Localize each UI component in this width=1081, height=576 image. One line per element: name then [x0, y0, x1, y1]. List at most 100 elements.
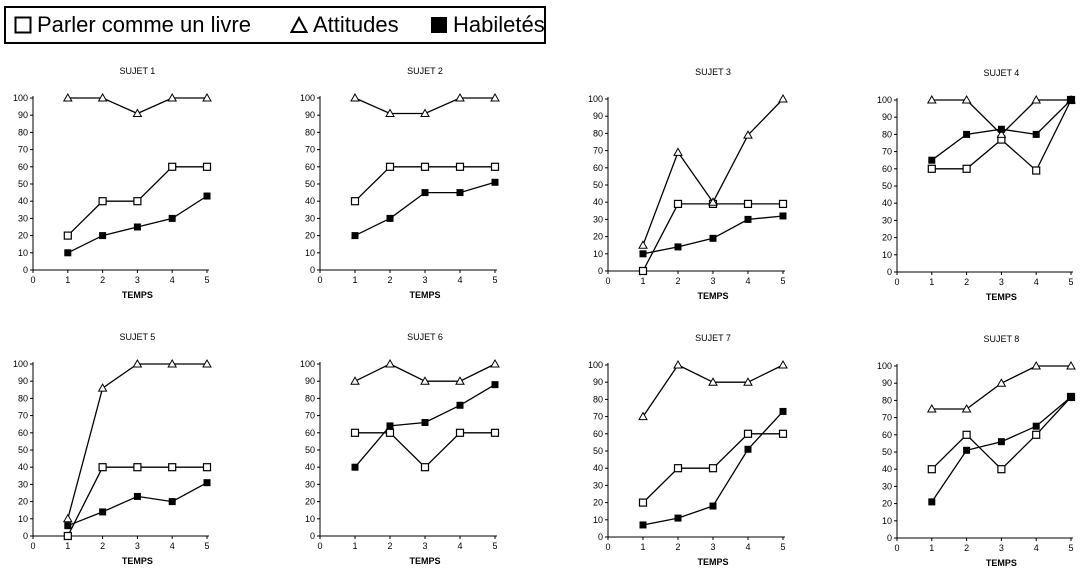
x-tick-label: 5 [780, 276, 785, 286]
filled-square-marker [133, 492, 141, 500]
open-triangle-marker [62, 92, 73, 102]
y-tick-label: 20 [305, 231, 315, 241]
x-tick-label: 4 [1034, 543, 1039, 553]
y-tick-label: 20 [593, 498, 603, 508]
open-square-marker [743, 199, 753, 209]
open-square-marker [385, 428, 395, 437]
y-tick-label: 100 [13, 359, 28, 369]
x-tick-label: 1 [352, 541, 357, 551]
open-triangle-marker [708, 197, 718, 206]
open-square-marker [708, 464, 718, 473]
chart-panel: 0 10 20 30 40 50 60 70 80 90 100 0 1 2 3 4 5 SUJET 8 TEMPS [877, 334, 1076, 568]
filled-square-marker [963, 446, 971, 454]
filled-square-marker [709, 234, 717, 242]
x-tick-label: 4 [457, 541, 462, 551]
x-axis-label: TEMPS [409, 290, 440, 300]
filled-square-marker [928, 156, 936, 164]
y-tick-label: 30 [882, 481, 892, 491]
open-square-marker [202, 162, 212, 171]
filled-square-marker [674, 514, 682, 522]
y-tick-label: 100 [877, 361, 892, 371]
legend-item-habiletes: Habiletés [430, 8, 545, 42]
filled-square-marker [351, 232, 359, 240]
x-tick-label: 5 [492, 541, 497, 551]
filled-square-marker [99, 508, 107, 516]
series-line [931, 365, 1071, 410]
filled-square-marker [1067, 96, 1075, 104]
y-tick-label: 10 [593, 249, 603, 259]
open-triangle-marker [926, 403, 937, 413]
chart-panel: 0 10 20 30 40 50 60 70 80 90 100 0 1 2 3 4 5 SUJET 3 TEMPS [588, 67, 788, 301]
chart-panel: 0 10 20 30 40 50 60 70 80 90 100 0 1 2 3 4 5 SUJET 6 TEMPS [300, 332, 500, 566]
y-tick-label: 40 [882, 464, 892, 474]
y-tick-label: 70 [18, 411, 28, 421]
x-tick-label: 2 [964, 277, 969, 287]
y-tick-label: 40 [593, 197, 603, 207]
open-square-marker [350, 428, 360, 437]
open-square-marker [98, 463, 107, 472]
y-tick-label: 40 [593, 463, 603, 473]
open-triangle-marker [638, 240, 648, 249]
chart-title: SUJET 3 [695, 67, 731, 77]
y-tick-label: 80 [882, 395, 892, 405]
y-tick-label: 80 [593, 128, 603, 138]
open-square-marker [962, 164, 971, 173]
open-square-marker [673, 199, 683, 209]
x-tick-label: 3 [710, 276, 715, 286]
y-tick-label: 50 [305, 445, 315, 455]
y-tick-label: 10 [305, 514, 315, 524]
open-square-marker [778, 429, 788, 438]
chart-title: SUJET 8 [983, 334, 1019, 344]
y-tick-label: 70 [305, 411, 315, 421]
x-tick-label: 2 [675, 276, 680, 286]
y-tick-label: 40 [18, 196, 28, 206]
x-tick-label: 0 [317, 541, 322, 551]
y-tick-label: 60 [18, 428, 28, 438]
open-triangle-marker [350, 376, 360, 385]
x-tick-label: 2 [675, 542, 680, 552]
legend-label: Parler comme un livre [37, 12, 251, 37]
open-square-marker [927, 164, 936, 173]
filled-square-marker [456, 401, 464, 409]
y-tick-label: 90 [882, 378, 892, 388]
open-square-marker [168, 463, 177, 472]
x-axis-label: TEMPS [986, 292, 1017, 302]
y-tick-label: 70 [593, 412, 603, 422]
filled-square-marker [99, 232, 107, 240]
y-tick-label: 50 [18, 179, 28, 189]
y-tick-label: 90 [18, 376, 28, 386]
series-line [67, 466, 207, 537]
open-triangle-marker [167, 92, 178, 102]
open-square-marker [168, 162, 177, 171]
y-tick-label: 70 [593, 146, 603, 156]
filled-square-marker [997, 438, 1005, 446]
open-square-marker [638, 266, 648, 276]
y-tick-label: 40 [882, 198, 892, 208]
y-tick-label: 100 [877, 95, 892, 105]
x-tick-label: 5 [492, 275, 497, 285]
y-tick-label: 30 [305, 213, 315, 223]
open-square-marker [133, 463, 142, 472]
filled-square-icon [431, 17, 447, 33]
filled-square-marker [639, 521, 647, 529]
y-tick-label: 20 [882, 233, 892, 243]
x-tick-label: 3 [422, 541, 427, 551]
x-tick-label: 5 [1068, 277, 1073, 287]
filled-square-marker [421, 418, 429, 426]
legend: Parler comme un livre Attitudes Habileté… [4, 6, 546, 44]
x-tick-label: 3 [135, 541, 140, 551]
filled-square-marker [386, 422, 394, 430]
x-tick-label: 5 [204, 275, 209, 285]
open-triangle-marker [132, 108, 143, 117]
chart-panel: 0 10 20 30 40 50 60 70 80 90 100 0 1 2 3 4 5 SUJET 1 TEMPS [13, 66, 212, 300]
open-square-marker [1032, 430, 1041, 439]
open-triangle-marker [996, 129, 1007, 138]
chart-title: SUJET 2 [407, 66, 443, 76]
y-tick-label: 90 [18, 110, 28, 120]
y-tick-label: 40 [18, 462, 28, 472]
filled-square-marker [421, 189, 429, 197]
y-tick-label: 70 [882, 413, 892, 423]
y-tick-label: 20 [305, 497, 315, 507]
x-tick-label: 1 [352, 275, 357, 285]
chart-title: SUJET 5 [119, 332, 155, 342]
